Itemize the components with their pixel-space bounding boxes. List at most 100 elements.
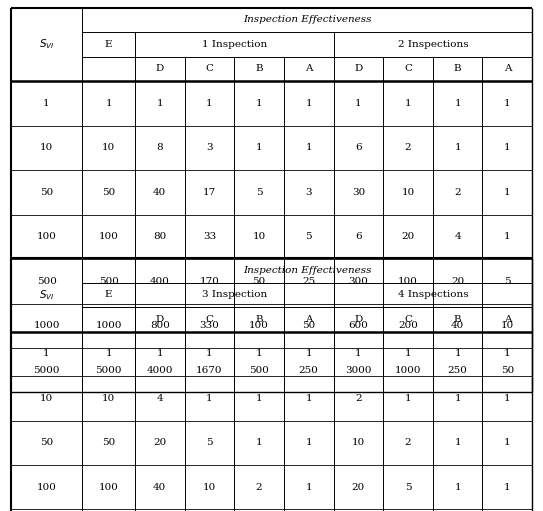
Text: 250: 250: [448, 366, 468, 375]
Text: 1: 1: [305, 483, 312, 492]
Text: 1: 1: [206, 350, 213, 358]
Text: 8: 8: [156, 144, 163, 152]
Text: 5000: 5000: [96, 366, 122, 375]
Text: B: B: [255, 315, 263, 324]
Text: A: A: [305, 64, 312, 74]
Text: 1: 1: [156, 350, 163, 358]
Text: 40: 40: [451, 321, 464, 330]
Text: 5000: 5000: [33, 366, 60, 375]
Text: 500: 500: [36, 277, 56, 286]
Text: 50: 50: [40, 438, 53, 447]
Text: 40: 40: [153, 188, 166, 197]
Text: 2: 2: [405, 144, 412, 152]
Text: 50: 50: [102, 188, 115, 197]
Text: B: B: [454, 315, 462, 324]
Text: 10: 10: [102, 144, 115, 152]
Text: 1: 1: [105, 99, 112, 108]
Text: 4 Inspections: 4 Inspections: [397, 290, 468, 299]
Text: 3 Inspection: 3 Inspection: [201, 290, 267, 299]
Text: 1000: 1000: [33, 321, 60, 330]
Text: 100: 100: [99, 233, 118, 241]
Text: 500: 500: [99, 277, 118, 286]
Text: 10: 10: [401, 188, 415, 197]
Text: 5: 5: [206, 438, 213, 447]
Text: 1: 1: [305, 99, 312, 108]
Text: 1: 1: [256, 438, 262, 447]
Text: 100: 100: [99, 483, 118, 492]
Text: 1: 1: [256, 144, 262, 152]
Text: 1: 1: [504, 144, 510, 152]
Text: 33: 33: [203, 233, 216, 241]
Text: 6: 6: [355, 233, 362, 241]
Text: 1: 1: [43, 350, 50, 358]
Text: 1: 1: [504, 438, 510, 447]
Text: 1: 1: [206, 99, 213, 108]
Text: 1: 1: [504, 188, 510, 197]
Text: 1: 1: [105, 350, 112, 358]
Text: 5: 5: [256, 188, 262, 197]
Text: 10: 10: [352, 438, 365, 447]
Text: C: C: [404, 64, 412, 74]
Text: C: C: [205, 64, 213, 74]
Text: 6: 6: [355, 144, 362, 152]
Text: 1: 1: [305, 438, 312, 447]
Text: 1: 1: [256, 99, 262, 108]
Text: 10: 10: [203, 483, 216, 492]
Text: 5: 5: [305, 233, 312, 241]
Text: 1: 1: [405, 350, 412, 358]
Text: 250: 250: [299, 366, 319, 375]
Text: 30: 30: [352, 188, 365, 197]
Text: 1: 1: [454, 394, 461, 403]
Text: 2: 2: [405, 438, 412, 447]
Text: 4: 4: [156, 394, 163, 403]
Text: 10: 10: [252, 233, 266, 241]
Text: A: A: [503, 315, 511, 324]
Text: 50: 50: [252, 277, 266, 286]
Text: 1: 1: [454, 483, 461, 492]
Text: 1: 1: [454, 438, 461, 447]
Text: D: D: [354, 64, 363, 74]
Text: 400: 400: [150, 277, 170, 286]
Text: 330: 330: [199, 321, 219, 330]
Text: D: D: [156, 315, 164, 324]
Text: 1000: 1000: [96, 321, 122, 330]
Text: 5: 5: [405, 483, 412, 492]
Text: 3: 3: [206, 144, 213, 152]
Text: Inspection Effectiveness: Inspection Effectiveness: [243, 266, 371, 275]
Text: 50: 50: [302, 321, 315, 330]
Text: 1: 1: [405, 99, 412, 108]
Text: 50: 50: [501, 366, 514, 375]
Text: 50: 50: [40, 188, 53, 197]
Text: 5: 5: [504, 277, 510, 286]
Text: 100: 100: [249, 321, 269, 330]
Text: 300: 300: [349, 277, 368, 286]
Text: 170: 170: [199, 277, 219, 286]
Text: $S_{VI}$: $S_{VI}$: [39, 37, 54, 52]
Text: 1: 1: [504, 483, 510, 492]
Text: 10: 10: [102, 394, 115, 403]
Text: 500: 500: [249, 366, 269, 375]
Text: 1: 1: [454, 99, 461, 108]
Text: 3: 3: [305, 188, 312, 197]
Text: 3000: 3000: [345, 366, 371, 375]
Text: E: E: [105, 40, 112, 49]
Text: 1 Inspection: 1 Inspection: [201, 40, 267, 49]
Text: 4000: 4000: [147, 366, 173, 375]
Text: 200: 200: [398, 321, 418, 330]
Text: 2 Inspections: 2 Inspections: [397, 40, 468, 49]
Text: 1670: 1670: [196, 366, 223, 375]
Text: 1: 1: [355, 350, 362, 358]
Text: D: D: [156, 64, 164, 74]
Text: 2: 2: [355, 394, 362, 403]
Text: C: C: [404, 315, 412, 324]
Text: 1: 1: [504, 394, 510, 403]
Text: 100: 100: [36, 483, 56, 492]
Text: 50: 50: [102, 438, 115, 447]
Text: 100: 100: [398, 277, 418, 286]
Text: 20: 20: [352, 483, 365, 492]
Text: 1: 1: [504, 350, 510, 358]
Text: B: B: [255, 64, 263, 74]
Text: 1: 1: [504, 233, 510, 241]
Text: Inspection Effectiveness: Inspection Effectiveness: [243, 15, 371, 25]
Text: 20: 20: [401, 233, 415, 241]
